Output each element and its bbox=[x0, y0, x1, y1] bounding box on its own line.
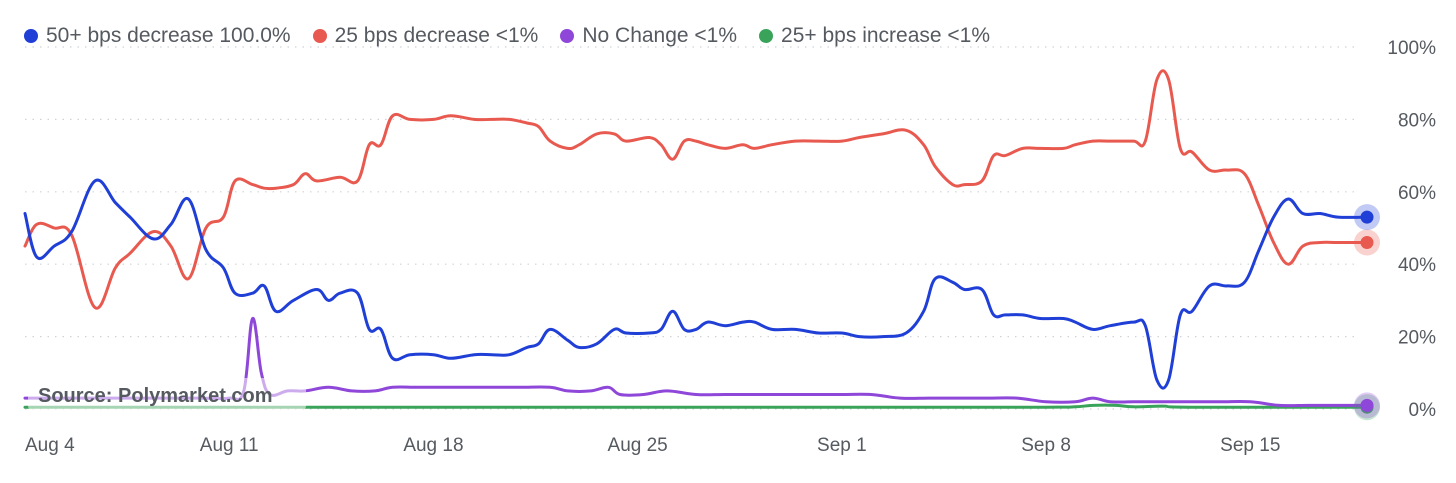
legend-dot-icon bbox=[560, 29, 575, 43]
source-watermark: Source: Polymarket.com bbox=[28, 378, 306, 410]
legend-dot-icon bbox=[312, 29, 327, 43]
series-line-25-bps-increase[interactable] bbox=[23, 403, 1369, 409]
y-tick-label: 60% bbox=[1398, 183, 1436, 204]
series-lines bbox=[23, 69, 1369, 409]
series-line-no-change[interactable] bbox=[23, 316, 1369, 408]
x-tick-label: Sep 8 bbox=[1021, 435, 1071, 456]
legend-item-25-bps-increase[interactable]: 25+ bps increase <1% bbox=[759, 24, 990, 48]
y-tick-label: 20% bbox=[1398, 328, 1436, 349]
legend-dot-icon bbox=[24, 29, 38, 43]
x-tick-label: Aug 25 bbox=[608, 435, 668, 456]
x-axis: Aug 4 Aug 11 Aug 18 Aug 25 Sep 1 Sep 8 Sep 15 bbox=[25, 435, 1280, 456]
series-line-50-bps-decrease[interactable] bbox=[23, 178, 1369, 390]
x-tick-label: Aug 11 bbox=[200, 435, 259, 456]
endpoint-marker-no-change[interactable] bbox=[1360, 398, 1374, 412]
legend-item-no-change[interactable]: No Change <1% bbox=[560, 24, 737, 48]
endpoint-marker-25-bps-decrease[interactable] bbox=[1360, 235, 1374, 249]
legend-label: 25+ bps increase <1% bbox=[781, 24, 991, 47]
x-tick-label: Sep 1 bbox=[817, 435, 867, 456]
endpoint-marker-50-bps-decrease[interactable] bbox=[1360, 210, 1374, 224]
y-axis: 0% 20% 40% 60% 80% 100% bbox=[1387, 38, 1436, 421]
series-line-25-bps-decrease[interactable] bbox=[23, 69, 1369, 310]
chart-legend: 50+ bps decrease 100.0% 25 bps decrease <… bbox=[24, 24, 990, 48]
source-label: Source: Polymarket.com bbox=[38, 385, 273, 407]
source-backdrop bbox=[28, 378, 306, 410]
y-tick-label: 40% bbox=[1398, 255, 1436, 276]
legend-label: 25 bps decrease <1% bbox=[334, 24, 539, 47]
y-tick-label: 80% bbox=[1398, 110, 1436, 131]
x-tick-label: Aug 4 bbox=[25, 435, 75, 456]
y-tick-label: 0% bbox=[1409, 400, 1437, 421]
legend-label: 50+ bps decrease 100.0% bbox=[46, 24, 291, 47]
y-tick-label: 100% bbox=[1387, 38, 1436, 59]
x-tick-label: Aug 18 bbox=[403, 435, 463, 456]
legend-dot-icon bbox=[759, 29, 774, 43]
legend-item-25-bps-decrease[interactable]: 25 bps decrease <1% bbox=[312, 24, 539, 48]
legend-item-50-bps-decrease[interactable]: 50+ bps decrease 100.0% bbox=[24, 24, 291, 48]
legend-label: No Change <1% bbox=[582, 24, 738, 47]
series-endpoints bbox=[1354, 204, 1380, 421]
x-tick-label: Sep 15 bbox=[1220, 435, 1280, 456]
gridlines bbox=[25, 46, 1357, 410]
